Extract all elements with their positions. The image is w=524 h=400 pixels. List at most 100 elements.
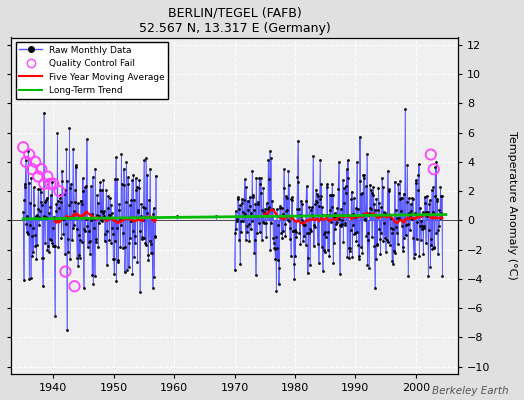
Point <box>289 228 298 234</box>
Point <box>238 218 247 224</box>
Point <box>54 217 63 224</box>
Point <box>386 215 395 221</box>
Point <box>49 225 58 231</box>
Point <box>102 187 111 194</box>
Point <box>73 200 82 206</box>
Point <box>70 208 78 214</box>
Point <box>109 256 117 262</box>
Point <box>342 182 350 189</box>
Point <box>77 198 85 204</box>
Point <box>351 230 359 236</box>
Point <box>119 230 127 236</box>
Point <box>361 217 369 224</box>
Point <box>390 248 398 254</box>
Point <box>34 173 42 180</box>
Point <box>116 216 124 222</box>
Point <box>319 212 328 218</box>
Point <box>378 175 386 181</box>
Point <box>87 217 95 224</box>
Title: BERLIN/TEGEL (FAFB)
52.567 N, 13.317 E (Germany): BERLIN/TEGEL (FAFB) 52.567 N, 13.317 E (… <box>139 7 331 35</box>
Point <box>316 156 324 163</box>
Point <box>422 192 431 199</box>
Point <box>429 184 438 190</box>
Point <box>32 256 40 263</box>
Point <box>26 200 35 206</box>
Point <box>297 212 305 219</box>
Point <box>111 237 119 244</box>
Point <box>248 167 256 174</box>
Point <box>105 212 113 218</box>
Point <box>277 214 285 220</box>
Point <box>135 177 144 183</box>
Point <box>274 222 282 229</box>
Point <box>114 257 123 263</box>
Point <box>414 172 422 179</box>
Point <box>70 283 79 290</box>
Point <box>355 256 363 262</box>
Point <box>416 222 424 229</box>
Point <box>298 217 306 224</box>
Point <box>43 173 51 180</box>
Point <box>277 230 286 236</box>
Point <box>269 235 278 242</box>
Point <box>140 157 148 163</box>
Point <box>24 147 32 154</box>
Point <box>357 244 365 250</box>
Point <box>140 235 149 241</box>
Point <box>28 166 37 172</box>
Point <box>246 203 254 210</box>
Point <box>139 204 148 211</box>
Point <box>137 201 146 207</box>
Point <box>60 191 68 198</box>
Point <box>20 197 28 204</box>
Point <box>399 248 407 254</box>
Point <box>265 204 274 210</box>
Point <box>62 146 71 152</box>
Point <box>419 250 428 257</box>
Point <box>396 178 405 184</box>
Point <box>326 207 334 213</box>
Point <box>388 258 396 264</box>
Point <box>263 212 271 218</box>
Point <box>124 181 133 187</box>
Point <box>362 183 370 190</box>
Point <box>78 201 86 207</box>
Point <box>29 225 37 232</box>
Point <box>79 188 88 194</box>
Point <box>151 172 160 179</box>
Point <box>353 159 361 165</box>
Point <box>364 237 373 243</box>
Point <box>70 198 79 205</box>
Point <box>268 198 276 204</box>
Point <box>119 166 128 172</box>
Point <box>280 185 289 191</box>
Point <box>341 222 350 228</box>
Point <box>411 210 419 216</box>
Point <box>253 230 261 236</box>
Point <box>363 262 372 268</box>
Point <box>37 166 46 172</box>
Point <box>366 204 375 211</box>
Point <box>117 180 126 187</box>
Point <box>49 242 57 249</box>
Point <box>27 274 35 281</box>
Point <box>57 199 65 206</box>
Point <box>61 187 70 194</box>
Point <box>150 233 159 239</box>
Point <box>105 237 113 243</box>
Point <box>212 213 221 219</box>
Point <box>108 230 117 237</box>
Point <box>80 184 89 191</box>
Point <box>141 240 150 246</box>
Point <box>138 236 147 243</box>
Point <box>131 233 139 239</box>
Point <box>269 206 277 212</box>
Point <box>137 213 145 220</box>
Point <box>281 233 290 239</box>
Point <box>99 210 107 217</box>
Point <box>427 151 435 158</box>
Point <box>107 240 115 247</box>
Point <box>369 184 378 190</box>
Point <box>84 239 93 245</box>
Point <box>313 199 321 205</box>
